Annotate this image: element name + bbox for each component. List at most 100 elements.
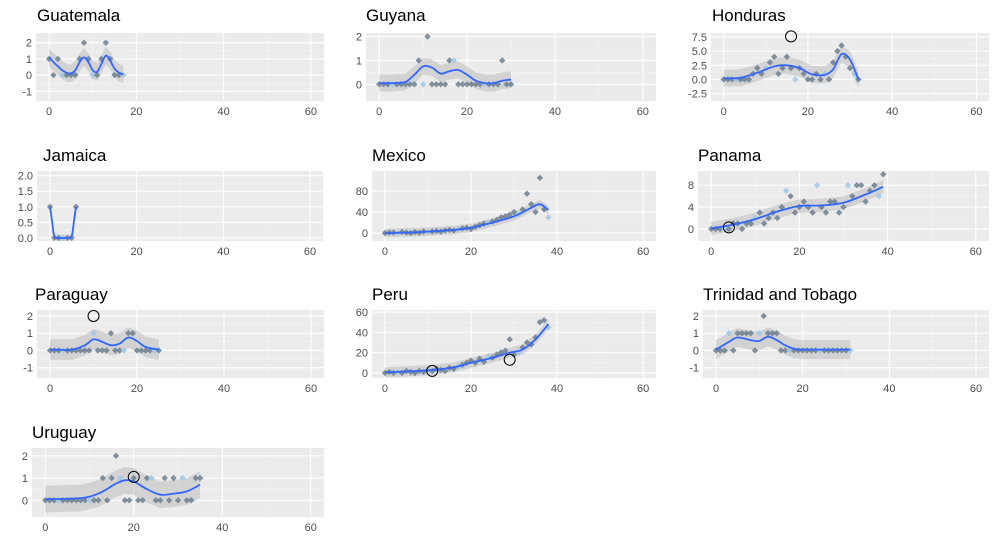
data-point — [133, 347, 141, 354]
data-point — [507, 81, 515, 88]
data-point — [112, 347, 119, 354]
data-point — [183, 497, 191, 504]
data-point — [116, 347, 123, 354]
data-point — [85, 347, 93, 354]
data-point — [751, 347, 759, 354]
data-point — [129, 330, 136, 337]
y-tick-label: 0 — [362, 368, 368, 380]
data-point — [107, 330, 115, 337]
x-tick-label: 60 — [637, 246, 649, 258]
trend-line — [711, 186, 884, 230]
data-point — [770, 53, 778, 60]
highlight-circle — [722, 221, 735, 234]
panel-title: Peru — [372, 285, 408, 304]
data-point — [95, 497, 102, 504]
data-point — [791, 209, 799, 216]
x-tick-label: 20 — [793, 246, 805, 258]
data-point — [63, 71, 70, 79]
data-point — [77, 497, 84, 504]
data-point — [117, 474, 124, 482]
data-point — [98, 55, 105, 63]
data-point — [134, 497, 142, 504]
panel-plot: 0 20 40 60 -1 0 1 2 — [22, 33, 324, 118]
y-tick-label: 2 — [356, 32, 362, 44]
highlight-circle — [87, 310, 100, 323]
x-tick-label: 40 — [883, 383, 895, 395]
panel-plot: 0 20 40 60 0.0 0.5 1.0 1.5 2.0 — [18, 171, 323, 258]
data-point — [774, 214, 781, 222]
y-tick-label: 0 — [22, 495, 28, 507]
data-point — [152, 497, 160, 504]
data-point — [81, 347, 89, 354]
x-tick-label: 0 — [713, 383, 719, 395]
y-tick-label: 1.0 — [18, 202, 33, 214]
data-point — [72, 203, 80, 210]
data-point — [480, 358, 488, 365]
data-point — [67, 71, 75, 79]
x-tick-label: 20 — [797, 383, 809, 395]
y-tick-label: 40 — [356, 207, 368, 219]
panel-title: Panama — [698, 146, 762, 165]
x-tick-label: 40 — [218, 383, 230, 395]
x-tick-label: 20 — [128, 522, 140, 534]
data-point — [115, 71, 123, 79]
x-tick-label: 0 — [382, 383, 388, 395]
y-tick-label: 1 — [693, 328, 699, 340]
data-point — [42, 497, 49, 504]
trend-line — [49, 206, 77, 239]
x-tick-label: 0 — [47, 383, 53, 395]
data-point — [94, 347, 102, 354]
y-tick-label: 0 — [356, 79, 362, 91]
data-point — [846, 64, 854, 72]
x-tick-label: 60 — [637, 106, 649, 118]
x-tick-label: 0 — [47, 246, 53, 258]
data-point — [125, 330, 132, 337]
data-point — [384, 81, 392, 88]
data-point — [775, 70, 782, 77]
data-point — [161, 474, 168, 482]
data-point — [108, 474, 115, 482]
x-tick-label: 0 — [382, 246, 388, 258]
data-point — [381, 369, 389, 377]
y-tick-label: 0 — [688, 224, 694, 236]
x-tick-label: 20 — [130, 106, 142, 118]
x-tick-label: 60 — [970, 106, 982, 118]
trend-line — [45, 479, 201, 501]
data-point — [77, 347, 84, 354]
x-tick-label: 60 — [305, 106, 317, 118]
data-point — [419, 81, 427, 88]
data-point — [510, 208, 518, 216]
trend-line — [384, 323, 550, 374]
data-point — [50, 497, 58, 504]
x-tick-label: 60 — [305, 522, 317, 534]
data-point — [738, 330, 746, 337]
data-point — [188, 497, 195, 504]
data-point — [174, 497, 182, 504]
data-point — [112, 452, 120, 459]
panel-plot: 0 20 40 60 0 20 40 60 — [356, 307, 656, 395]
panel-title: Uruguay — [32, 423, 97, 442]
data-point — [398, 369, 406, 377]
y-tick-label: 7.5 — [692, 32, 707, 44]
panel-plot: 0 20 40 60 -1 0 1 2 — [23, 310, 324, 395]
data-point — [506, 211, 513, 218]
data-point — [411, 369, 419, 377]
x-tick-label: 40 — [551, 246, 563, 258]
data-point — [424, 33, 431, 40]
data-point — [764, 330, 772, 337]
data-point — [102, 39, 110, 46]
data-point — [59, 497, 67, 504]
data-point — [139, 497, 146, 504]
data-point — [89, 71, 96, 79]
data-point — [450, 57, 458, 64]
x-tick-label: 0 — [42, 522, 48, 534]
data-point — [747, 330, 754, 337]
data-point — [463, 359, 470, 366]
data-point — [55, 497, 62, 504]
data-point — [817, 76, 824, 83]
y-tick-label: -1 — [22, 86, 32, 98]
panel-plot: 0 20 40 60 0 1 2 — [22, 448, 324, 534]
trend-line — [48, 54, 124, 76]
data-point — [728, 76, 736, 83]
x-tick-label: 20 — [802, 106, 814, 118]
